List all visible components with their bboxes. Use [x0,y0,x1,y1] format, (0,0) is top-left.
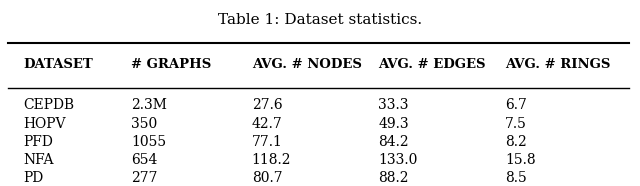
Text: 350: 350 [131,117,157,131]
Text: AVG. # EDGES: AVG. # EDGES [378,58,486,71]
Text: 49.3: 49.3 [378,117,409,131]
Text: 8.2: 8.2 [505,135,527,149]
Text: 77.1: 77.1 [252,135,282,149]
Text: Table 1: Dataset statistics.: Table 1: Dataset statistics. [218,13,422,27]
Text: 42.7: 42.7 [252,117,282,131]
Text: CEPDB: CEPDB [24,98,75,112]
Text: 6.7: 6.7 [505,98,527,112]
Text: DATASET: DATASET [24,58,93,71]
Text: 80.7: 80.7 [252,171,282,185]
Text: 1055: 1055 [131,135,166,149]
Text: 88.2: 88.2 [378,171,409,185]
Text: 15.8: 15.8 [505,153,536,167]
Text: 2.3M: 2.3M [131,98,167,112]
Text: 277: 277 [131,171,158,185]
Text: 27.6: 27.6 [252,98,282,112]
Text: # GRAPHS: # GRAPHS [131,58,211,71]
Text: 8.5: 8.5 [505,171,527,185]
Text: NFA: NFA [24,153,54,167]
Text: 84.2: 84.2 [378,135,409,149]
Text: HOPV: HOPV [24,117,66,131]
Text: PFD: PFD [24,135,53,149]
Text: 654: 654 [131,153,157,167]
Text: AVG. # RINGS: AVG. # RINGS [505,58,611,71]
Text: 133.0: 133.0 [378,153,418,167]
Text: PD: PD [24,171,44,185]
Text: 7.5: 7.5 [505,117,527,131]
Text: 33.3: 33.3 [378,98,409,112]
Text: 118.2: 118.2 [252,153,291,167]
Text: AVG. # NODES: AVG. # NODES [252,58,362,71]
